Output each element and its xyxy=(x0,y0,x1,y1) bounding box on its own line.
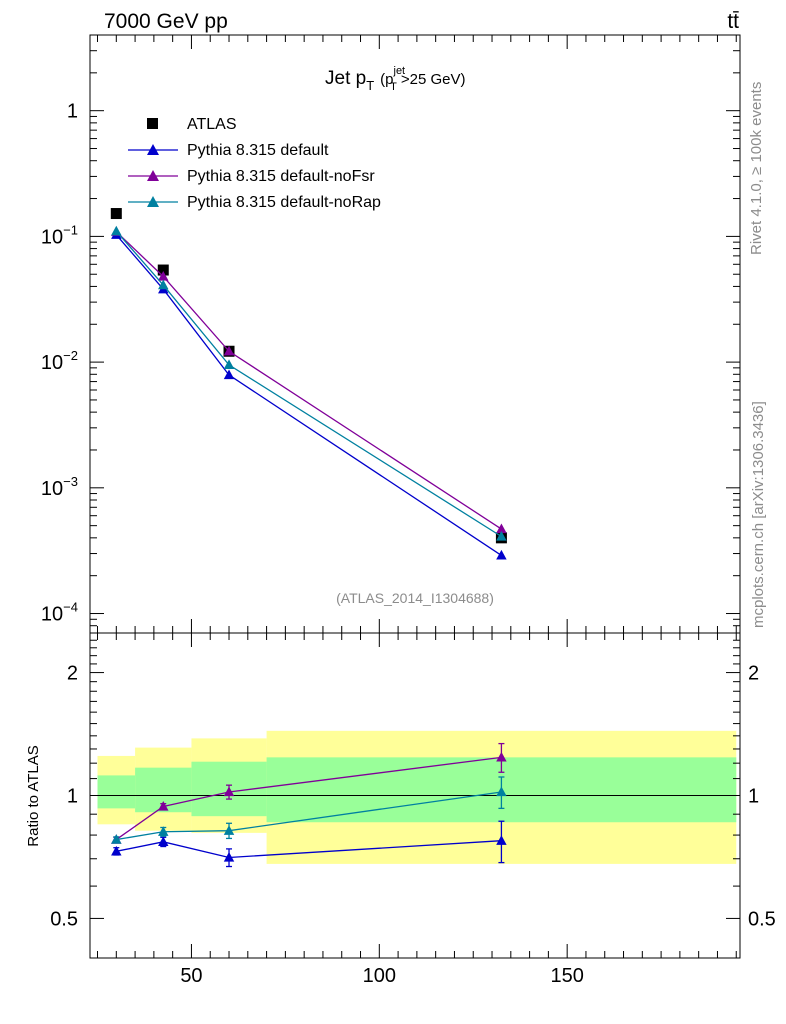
ratio-point-default xyxy=(111,845,122,856)
ratio-y-tick-label-left: 1 xyxy=(67,786,78,808)
ratio-y-tick-label-right: 0.5 xyxy=(748,908,776,930)
ratio-point-noFsr xyxy=(158,800,169,811)
header-process-label: tt̄ xyxy=(727,10,739,33)
main-panel: 1 10−1 10−2 10−3 10−4 Jet pT (pjet T >25 GeV) (… xyxy=(41,34,741,634)
ratio-point-noFsr xyxy=(223,786,235,797)
ratio-line-noRap xyxy=(116,791,502,841)
data-point-data xyxy=(110,208,122,220)
y-tick-label: 10−1 xyxy=(41,222,78,248)
ratio-point-noRap xyxy=(223,825,235,835)
y-tick-label: 10−4 xyxy=(41,600,78,626)
legend-marker-nofsr xyxy=(147,170,159,181)
mc-point-noRap xyxy=(111,225,122,236)
mc-point-noFsr xyxy=(496,523,507,534)
legend: ATLAS Pythia 8.315 default Pythia 8.315 … xyxy=(128,116,381,211)
legend-marker-default xyxy=(147,144,159,155)
mc-point-noRap xyxy=(496,530,507,541)
ratio-point-noRap xyxy=(496,786,507,797)
header-energy-label: 7000 GeV pp xyxy=(104,10,228,33)
ratio-ticks xyxy=(90,633,740,959)
ratio-point-noRap xyxy=(111,834,122,844)
ratio-uncertainty-bands xyxy=(97,730,737,864)
series-line-noRap xyxy=(115,230,502,538)
side-label-rivet: Rivet 4.1.0, ≥ 100k events xyxy=(748,82,765,255)
band-inner xyxy=(97,775,136,809)
x-tick-label: 150 xyxy=(550,965,583,987)
ratio-point-default xyxy=(158,836,169,846)
ratio-point-default xyxy=(496,835,507,845)
y-tick-label: 10−2 xyxy=(41,348,78,374)
legend-marker-norap xyxy=(147,196,159,207)
mc-point-default xyxy=(496,549,507,560)
ratio-y-tick-label-left: 2 xyxy=(67,663,78,685)
y-tick-label: 1 xyxy=(67,101,78,123)
ratio-y-axis-label: Ratio to ATLAS xyxy=(25,745,42,846)
ratio-point-noFsr xyxy=(496,751,507,762)
legend-label-nofsr: Pythia 8.315 default-noFsr xyxy=(187,168,375,185)
ratio-y-tick-label-right: 1 xyxy=(748,786,759,808)
legend-label-atlas: ATLAS xyxy=(187,116,237,133)
ratio-data-layer xyxy=(111,742,507,868)
ratio-y-tick-label-right: 2 xyxy=(748,663,759,685)
ratio-point-default xyxy=(223,851,235,862)
main-y-tick-labels: 1 10−1 10−2 10−3 10−4 xyxy=(41,101,78,626)
mc-point-default xyxy=(223,369,235,380)
series-line-default xyxy=(115,234,502,556)
series-line-noFsr xyxy=(115,231,502,530)
ratio-y-tick-labels: 2 2 1 1 0.5 0.5 xyxy=(50,663,776,931)
mc-point-noFsr xyxy=(158,270,169,281)
ratio-line-noFsr xyxy=(115,756,502,841)
main-data-layer xyxy=(110,208,507,560)
main-ticks xyxy=(90,34,740,634)
ratio-point-noRap xyxy=(158,826,169,836)
side-label-mcplots: mcplots.cern.ch [arXiv:1306.3436] xyxy=(750,401,767,628)
legend-label-norap: Pythia 8.315 default-noRap xyxy=(187,194,381,211)
mc-point-noRap xyxy=(158,279,169,290)
x-tick-labels: 50 100 150 xyxy=(180,965,584,987)
legend-marker-atlas xyxy=(147,118,158,129)
y-tick-label: 10−3 xyxy=(41,474,78,500)
mc-point-noRap xyxy=(223,359,235,370)
plot-title: Jet pT (pjet T >25 GeV) xyxy=(325,65,465,93)
mc-point-noFsr xyxy=(223,345,235,356)
legend-label-default: Pythia 8.315 default xyxy=(187,142,329,159)
ratio-line-default xyxy=(116,840,502,859)
analysis-id-watermark: (ATLAS_2014_I1304688) xyxy=(336,590,494,606)
data-point-data xyxy=(157,264,169,276)
x-tick-label: 50 xyxy=(180,965,202,987)
ratio-panel: 2 2 1 1 0.5 0.5 50 100 150 Ratio to ATLAS xyxy=(25,632,776,987)
x-tick-label: 100 xyxy=(363,965,396,987)
ratio-y-tick-label-left: 0.5 xyxy=(50,908,78,930)
